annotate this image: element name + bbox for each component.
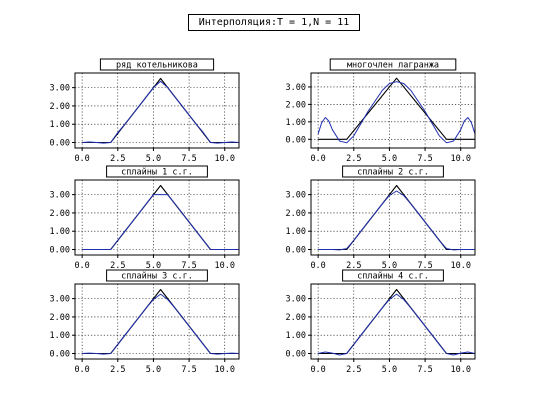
y-tick-label: 1.00 [50, 120, 70, 130]
panel-title: ряд котельникова [116, 61, 198, 71]
x-tick-label: 2.5 [346, 261, 361, 271]
reference-line [82, 77, 239, 144]
x-tick-label: 0.0 [310, 154, 325, 164]
figure-title: Интерполяция:T = 1,N = 11 [188, 14, 360, 31]
y-tick-label: 3.00 [286, 191, 306, 201]
x-tick-label: 7.5 [181, 154, 196, 164]
plot-frame [310, 283, 476, 360]
plot-frame [310, 72, 476, 149]
reference-line [318, 288, 475, 355]
interpolant-line [317, 293, 475, 356]
plot-frame [310, 179, 476, 256]
x-tick-label: 5.0 [382, 365, 397, 375]
interpolant-line [318, 190, 475, 251]
x-tick-label: 5.0 [146, 154, 161, 164]
x-tick-label: 5.0 [146, 365, 161, 375]
x-tick-label: 0.0 [310, 261, 325, 271]
y-tick-label: 3.00 [286, 83, 306, 93]
x-tick-label: 10.0 [214, 365, 234, 375]
y-tick-label: 2.00 [286, 313, 306, 323]
chart-panel: многочлен лагранжа 0.0 2.5 5.0 7.5 10.0 0.00 1.… [286, 58, 476, 164]
x-tick-label: 7.5 [417, 154, 432, 164]
x-tick-label: 10.0 [450, 261, 470, 271]
interpolant-line [82, 80, 239, 144]
chart-panel: сплайны 2 с.г. 0.0 2.5 5.0 7.5 10.0 0.00 1.00 2.… [286, 165, 476, 271]
plot-frame [74, 283, 240, 360]
reference-line [318, 184, 475, 251]
x-tick-label: 2.5 [110, 154, 125, 164]
panel-title-box [106, 269, 208, 282]
y-tick-label: 3.00 [50, 191, 70, 201]
chart-panel: сплайны 1 с.г. 0.0 2.5 5.0 7.5 10.0 0.00 1.00 2.… [50, 165, 240, 271]
panel-title-box [329, 58, 457, 71]
panel-title-box [342, 269, 444, 282]
y-tick-label: 1.00 [50, 227, 70, 237]
x-tick-label: 5.0 [382, 154, 397, 164]
y-tick-label: 1.00 [286, 227, 306, 237]
panel-title: сплайны 3 с.г. [121, 272, 193, 282]
x-tick-label: 0.0 [74, 154, 89, 164]
panel-title: сплайны 2 с.г. [357, 168, 429, 178]
x-tick-label: 10.0 [214, 154, 234, 164]
reference-line [82, 288, 239, 355]
y-tick-label: 0.00 [50, 246, 70, 256]
x-tick-label: 7.5 [417, 261, 432, 271]
x-tick-label: 2.5 [346, 154, 361, 164]
panel-title-box [99, 58, 215, 71]
y-tick-label: 0.00 [286, 246, 306, 256]
y-tick-label: 2.00 [50, 102, 70, 112]
x-tick-label: 5.0 [382, 261, 397, 271]
x-tick-label: 0.0 [310, 365, 325, 375]
x-tick-label: 2.5 [110, 365, 125, 375]
panel-title: сплайны 4 с.г. [357, 272, 429, 282]
interpolant-line [82, 293, 239, 355]
y-tick-label: 3.00 [50, 295, 70, 305]
y-tick-label: 2.00 [50, 313, 70, 323]
x-tick-label: 2.5 [110, 261, 125, 271]
x-tick-label: 10.0 [214, 261, 234, 271]
panel-title-box [342, 165, 444, 178]
y-tick-label: 3.00 [286, 295, 306, 305]
y-tick-label: 1.00 [50, 331, 70, 341]
x-tick-label: 10.0 [450, 154, 470, 164]
x-tick-label: 0.0 [74, 261, 89, 271]
y-tick-label: 0.00 [286, 135, 306, 145]
panel-title-box [106, 165, 208, 178]
plot-frame [74, 179, 240, 256]
y-tick-label: 0.00 [286, 350, 306, 360]
interpolant-line [317, 81, 475, 144]
reference-line [318, 77, 475, 140]
y-tick-label: 2.00 [286, 100, 306, 110]
chart-panel: сплайны 4 с.г. 0.0 2.5 5.0 7.5 10.0 0.00 1.00 2.… [286, 269, 476, 375]
chart-panel: ряд котельникова 0.0 2.5 5.0 7.5 10.0 0.00 1.00… [50, 58, 240, 164]
panel-title: многочлен лагранжа [347, 61, 439, 71]
x-tick-label: 0.0 [74, 365, 89, 375]
x-tick-label: 7.5 [417, 365, 432, 375]
x-tick-label: 7.5 [181, 365, 196, 375]
y-tick-label: 0.00 [50, 350, 70, 360]
x-tick-label: 10.0 [450, 365, 470, 375]
x-tick-label: 2.5 [346, 365, 361, 375]
y-tick-label: 2.00 [286, 209, 306, 219]
x-tick-label: 7.5 [181, 261, 196, 271]
panel-title: сплайны 1 с.г. [121, 168, 193, 178]
chart-panel: сплайны 3 с.г. 0.0 2.5 5.0 7.5 10.0 0.00 1.00 2.… [50, 269, 240, 375]
x-tick-label: 5.0 [146, 261, 161, 271]
y-tick-label: 3.00 [50, 84, 70, 94]
y-tick-label: 0.00 [50, 139, 70, 149]
interpolant-line [82, 194, 239, 250]
y-tick-label: 1.00 [286, 331, 306, 341]
y-tick-label: 2.00 [50, 209, 70, 219]
plot-frame [74, 72, 240, 149]
y-tick-label: 1.00 [286, 118, 306, 128]
